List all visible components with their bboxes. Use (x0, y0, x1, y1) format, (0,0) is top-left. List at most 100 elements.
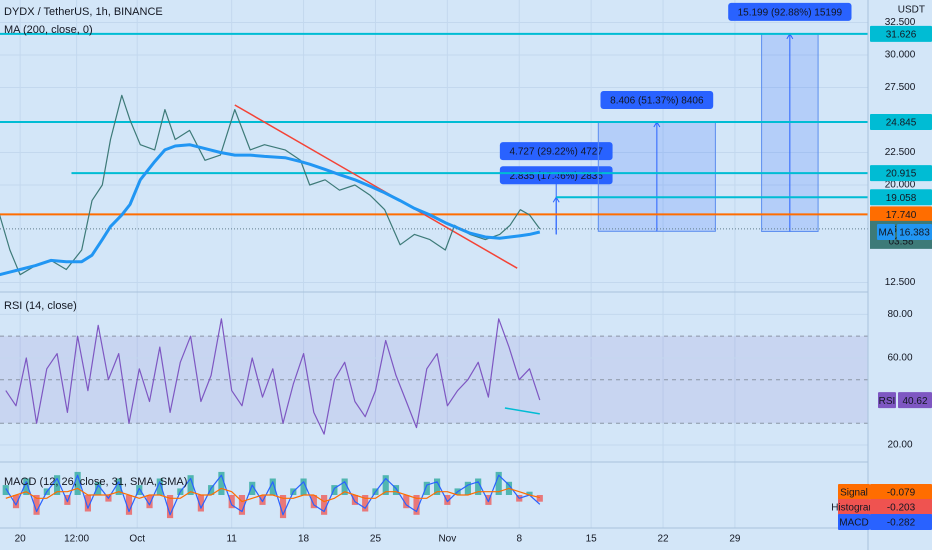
histogram-bar (434, 478, 441, 495)
macd-tag-value-bg (870, 499, 932, 515)
histogram-bar (444, 495, 451, 505)
ma-line (0, 143, 541, 277)
macd-tag-name-bg (838, 499, 870, 515)
histogram-bar (187, 475, 194, 495)
histogram-bar (2, 485, 9, 495)
histogram-bar (228, 495, 235, 509)
macd-tag-name: Histogram (831, 503, 877, 514)
histogram-bar (125, 495, 133, 515)
histogram-bar (64, 495, 71, 505)
ma-tag-name: MA (879, 228, 894, 239)
level-label: 17.740 (886, 210, 917, 221)
x-tick-label: 18 (298, 534, 310, 545)
price-axis-bg (868, 0, 932, 550)
measure-label-bg (728, 2, 852, 21)
x-tick-label: 29 (729, 534, 741, 545)
rsi-title: RSI (14, close) (4, 300, 77, 312)
x-tick-label: 11 (226, 534, 237, 545)
axis-unit-bg (869, 2, 932, 18)
histogram-bar (382, 475, 389, 495)
histogram-bar (249, 481, 256, 495)
histogram-bar (146, 495, 153, 509)
histogram-bar (362, 495, 369, 512)
level-label-bg (870, 206, 932, 223)
y-tick-label: 30.000 (885, 50, 916, 61)
measure-label: 15.199 (92.88%) 15199 (738, 7, 843, 18)
rsi-tag-name: RSI (879, 396, 896, 407)
histogram-bar (423, 481, 430, 495)
x-tick-label: 20 (15, 534, 27, 545)
macd-tag-value: -0.282 (887, 518, 916, 529)
macd-tag-value-bg (870, 484, 932, 500)
x-tick-label: 22 (657, 534, 669, 545)
histogram-bar (269, 478, 276, 495)
histogram-bar (95, 481, 102, 495)
histogram-bar (536, 495, 543, 502)
histogram-bar (392, 485, 400, 495)
y-tick-label: 20.00 (887, 440, 912, 451)
ma-tag-value-bg (897, 224, 932, 241)
y-tick-label: 60.00 (887, 353, 912, 364)
ma-tag-value: 16.383 (899, 228, 930, 239)
histogram-bar (341, 478, 348, 495)
rsi-line (5, 318, 541, 435)
histogram-bar (74, 471, 81, 495)
histogram-bar (84, 495, 91, 512)
y-tick-label: 20.000 (885, 180, 916, 191)
histogram-bar (279, 495, 287, 519)
macd-title: MACD (12, 26, close, 31, SMA, SMA) (4, 476, 187, 488)
axis-unit: USDT (898, 5, 925, 16)
level-label: 24.845 (886, 118, 917, 129)
y-tick-label: 12.500 (885, 277, 916, 288)
histogram-bar (331, 485, 338, 495)
y-tick-label: 80.00 (887, 309, 912, 320)
rsi-tag-value-bg (898, 392, 932, 409)
histogram-bar (300, 478, 307, 495)
trend-line (234, 104, 518, 269)
rsi-trend-line (504, 407, 540, 415)
x-tick-label: 12:00 (64, 534, 89, 545)
histogram-bar (259, 495, 266, 505)
measure-label: 8.406 (51.37%) 8406 (610, 96, 704, 107)
histogram-bar (475, 478, 482, 495)
histogram-bar (495, 471, 502, 495)
x-tick-label: 15 (586, 534, 598, 545)
measure-label-bg (499, 142, 613, 161)
level-label: 19.058 (886, 193, 917, 204)
histogram-bar (403, 495, 410, 509)
histogram-bar (54, 475, 61, 495)
signal-line (5, 487, 540, 503)
histogram-bar (413, 495, 420, 515)
macd-tag-value: -0.203 (887, 503, 916, 514)
histogram-bar (310, 495, 317, 509)
histogram-bar (33, 495, 40, 515)
chart-title: DYDX / TetherUS, 1h, BINANCE (4, 6, 163, 18)
histogram-bar (208, 485, 215, 495)
y-tick-label: 27.500 (885, 82, 916, 93)
macd-tag-name-bg (838, 484, 870, 500)
macd-line (5, 474, 541, 516)
histogram-bar (464, 481, 471, 495)
measure-label-bg (600, 91, 714, 110)
level-label-bg (870, 189, 932, 206)
histogram-bar (351, 495, 359, 505)
histogram-bar (156, 478, 163, 495)
macd-tag-name-bg (838, 514, 870, 530)
rsi-tag-name-bg (878, 392, 896, 409)
y-tick-label: 22.500 (885, 147, 916, 158)
measure-label: 4.727 (29.22%) 4727 (510, 147, 604, 158)
histogram-bar (12, 495, 20, 509)
indicator-label: MA (200, close, 0) (4, 24, 93, 36)
histogram-bar (238, 495, 246, 515)
x-tick-label: Oct (129, 534, 145, 545)
macd-tag-value-bg (870, 514, 932, 530)
histogram-bar (197, 495, 204, 512)
level-label-bg (870, 114, 932, 131)
histogram-bar (166, 495, 174, 519)
histogram-bar (115, 478, 122, 495)
rsi-tag-value: 40.62 (902, 396, 927, 407)
ma-tag-name-bg (877, 224, 895, 241)
